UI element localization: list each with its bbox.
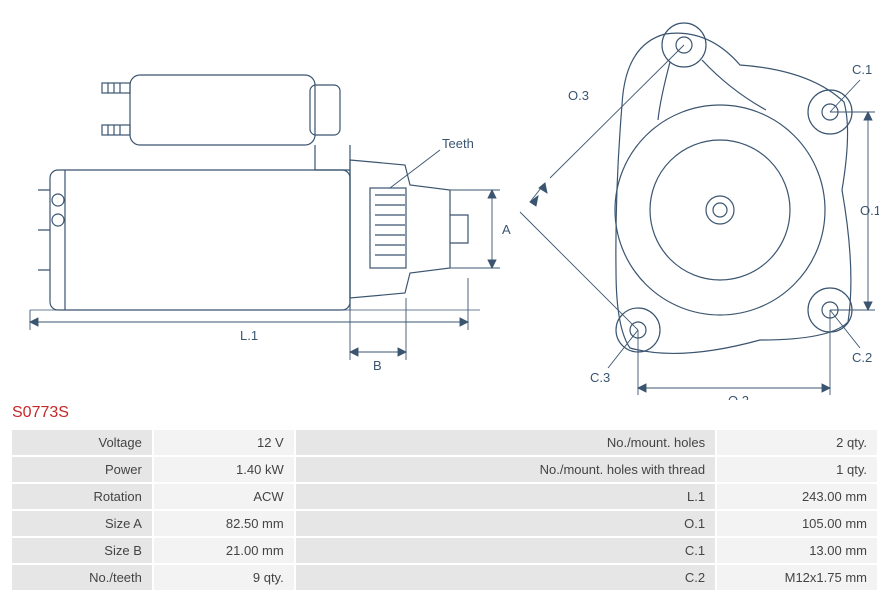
label-L1: L.1 [240, 328, 258, 343]
spec-label: No./mount. holes with thread [296, 457, 715, 482]
spec-value: ACW [154, 484, 294, 509]
spec-value: 21.00 mm [154, 538, 294, 563]
spec-label: C.2 [296, 565, 715, 590]
table-row: Power1.40 kWNo./mount. holes with thread… [12, 457, 877, 482]
table-row: RotationACWL.1243.00 mm [12, 484, 877, 509]
spec-value: 1 qty. [717, 457, 877, 482]
label-O2: O.2 [728, 393, 749, 400]
spec-value: M12x1.75 mm [717, 565, 877, 590]
spec-value: 243.00 mm [717, 484, 877, 509]
side-view: L.1 B A [30, 75, 511, 373]
label-C3: C.3 [590, 370, 610, 385]
table-row: Size B21.00 mmC.113.00 mm [12, 538, 877, 563]
spec-label: Rotation [12, 484, 152, 509]
specs-table: Voltage12 VNo./mount. holes2 qty.Power1.… [10, 428, 879, 592]
spec-label: No./teeth [12, 565, 152, 590]
spec-label: Voltage [12, 430, 152, 455]
table-row: Voltage12 VNo./mount. holes2 qty. [12, 430, 877, 455]
spec-value: 2 qty. [717, 430, 877, 455]
label-B: B [373, 358, 382, 373]
spec-label: C.1 [296, 538, 715, 563]
part-number: S0773S [12, 404, 879, 422]
label-teeth: Teeth [442, 136, 474, 151]
label-O3: O.3 [568, 88, 589, 103]
technical-diagram: L.1 B A [10, 10, 879, 400]
spec-value: 9 qty. [154, 565, 294, 590]
spec-value: 1.40 kW [154, 457, 294, 482]
label-C2: C.2 [852, 350, 872, 365]
spec-label: Size B [12, 538, 152, 563]
label-O1: O.1 [860, 203, 879, 218]
table-row: Size A82.50 mmO.1105.00 mm [12, 511, 877, 536]
spec-label: No./mount. holes [296, 430, 715, 455]
spec-value: 105.00 mm [717, 511, 877, 536]
label-C1: C.1 [852, 62, 872, 77]
spec-value: 13.00 mm [717, 538, 877, 563]
spec-label: L.1 [296, 484, 715, 509]
spec-label: O.1 [296, 511, 715, 536]
table-row: No./teeth9 qty.C.2M12x1.75 mm [12, 565, 877, 590]
front-view: O.3 O.1 O.2 [520, 23, 879, 400]
spec-label: Size A [12, 511, 152, 536]
label-A: A [502, 222, 511, 237]
spec-value: 12 V [154, 430, 294, 455]
spec-label: Power [12, 457, 152, 482]
spec-value: 82.50 mm [154, 511, 294, 536]
